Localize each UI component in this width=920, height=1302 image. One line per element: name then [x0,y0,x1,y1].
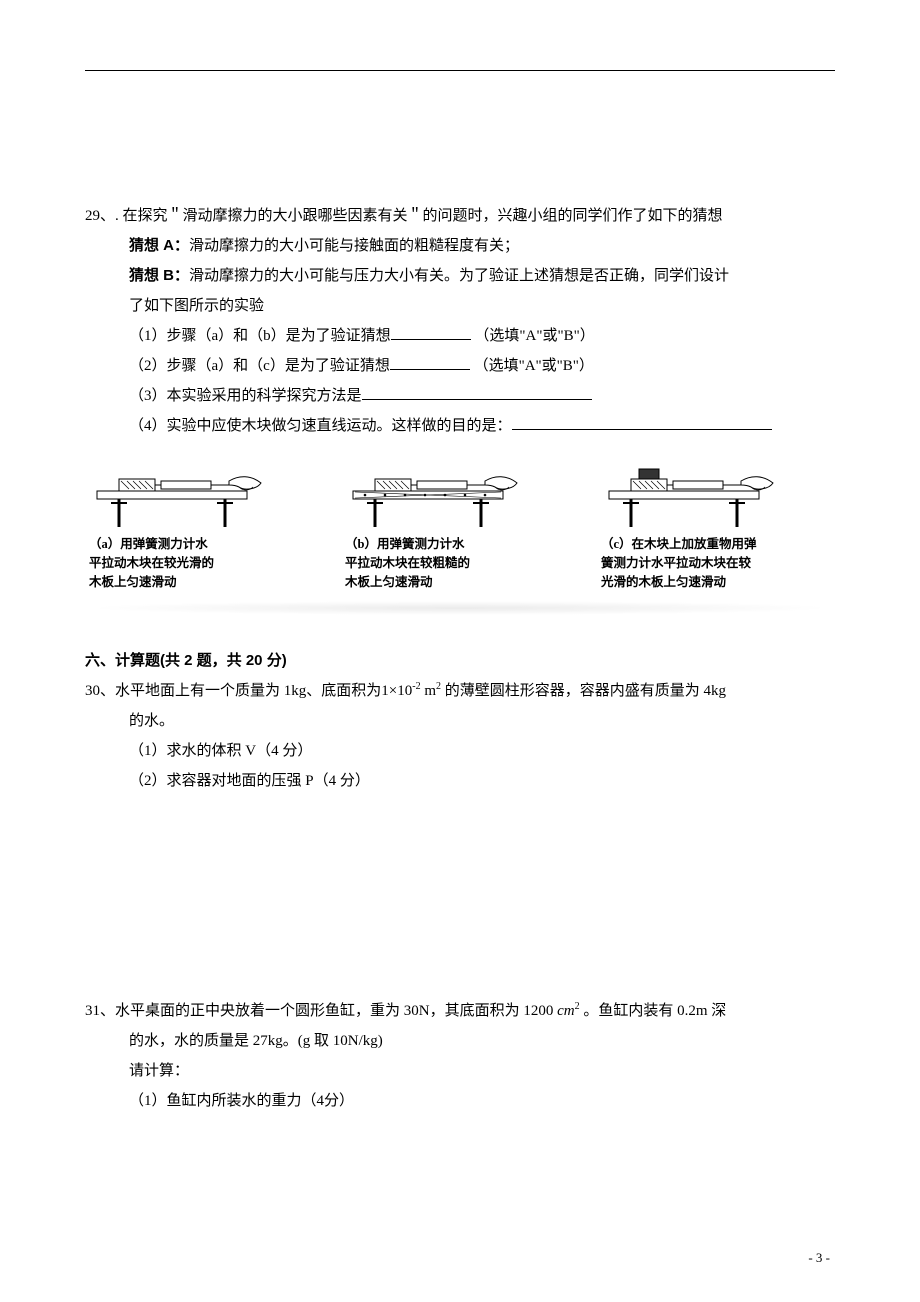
blank-3 [362,384,592,400]
figure-c-caption: （c）在木块上加放重物用弹 簧测力计水平拉动木块在较 光滑的木板上匀速滑动 [601,535,831,591]
q29-item4: （4）实验中应使木块做匀速直线运动。这样做的目的是： [85,411,835,441]
q29-item1-a: （1）步骤（a）和（b）是为了验证猜想 [129,328,391,344]
q31-item1: （1）鱼缸内所装水的重力（4分） [85,1086,835,1116]
q31-line1a: 31、水平桌面的正中央放着一个圆形鱼缸，重为 30N，其底面积为 1200 [85,1003,557,1019]
guess-b-text: 滑动摩擦力的大小可能与压力大小有关。为了验证上述猜想是否正确，同学们设计 [189,268,729,284]
experiment-b-icon [345,461,545,531]
figure-b-caption: （b）用弹簧测力计水 平拉动木块在较粗糙的 木板上匀速滑动 [345,535,555,591]
q31-unit: cm [557,1003,575,1019]
q29-figures: （a）用弹簧测力计水 平拉动木块在较光滑的 木板上匀速滑动 [85,461,835,591]
q29-intro: . 在探究＂滑动摩擦力的大小跟哪些因素有关＂的问题时，兴趣小组的同学们作了如下的… [115,208,723,224]
blank-1 [391,324,471,340]
q30-exp: 1×10 [381,683,412,699]
q29-guess-a: 猜想 A：滑动摩擦力的大小可能与接触面的粗糙程度有关； [85,231,835,261]
experiment-c-icon [601,461,801,531]
figure-shadow [85,601,835,615]
q31-line1: 31、水平桌面的正中央放着一个圆形鱼缸，重为 30N，其底面积为 1200 cm… [85,996,835,1026]
question-31: 31、水平桌面的正中央放着一个圆形鱼缸，重为 30N，其底面积为 1200 cm… [85,996,835,1116]
blank-4 [512,414,772,430]
page-number: - 3 - [808,1250,830,1266]
q30-line1b: 的薄壁圆柱形容器，容器内盛有质量为 4kg [441,683,726,699]
q29-item2-b: （选填"A"或"B"） [474,358,594,374]
q29-intro-line: 29、. 在探究＂滑动摩擦力的大小跟哪些因素有关＂的问题时，兴趣小组的同学们作了… [85,201,835,231]
q30-line1: 30、水平地面上有一个质量为 1kg、底面积为1×10-2 m2 的薄壁圆柱形容… [85,676,835,706]
q30-line1a: 30、水平地面上有一个质量为 1kg、底面积为 [85,683,381,699]
question-30: 30、水平地面上有一个质量为 1kg、底面积为1×10-2 m2 的薄壁圆柱形容… [85,676,835,796]
q29-number: 29、 [85,208,115,224]
q31-line1b: 。鱼缸内装有 0.2m 深 [580,1003,727,1019]
figure-b: （b）用弹簧测力计水 平拉动木块在较粗糙的 木板上匀速滑动 [345,461,555,591]
guess-a-label: 猜想 A： [129,237,189,254]
q31-line2: 的水，水的质量是 27kg。(g 取 10N/kg) [85,1026,835,1056]
top-rule [85,70,835,71]
q29-item2: （2）步骤（a）和（c）是为了验证猜想 （选填"A"或"B"） [85,351,835,381]
q29-item4-text: （4）实验中应使木块做匀速直线运动。这样做的目的是： [129,418,512,434]
blank-2 [390,354,470,370]
experiment-a-icon [89,461,289,531]
section-6-title: 六、计算题(共 2 题，共 20 分) [85,649,835,670]
figure-a-caption: （a）用弹簧测力计水 平拉动木块在较光滑的 木板上匀速滑动 [89,535,299,591]
q29-item3: （3）本实验采用的科学探究方法是 [85,381,835,411]
q29-item1-b: （选填"A"或"B"） [474,328,594,344]
guess-a-text: 滑动摩擦力的大小可能与接触面的粗糙程度有关； [189,238,519,254]
guess-b-label: 猜想 B： [129,267,189,284]
question-29: 29、. 在探究＂滑动摩擦力的大小跟哪些因素有关＂的问题时，兴趣小组的同学们作了… [85,201,835,441]
figure-c: （c）在木块上加放重物用弹 簧测力计水平拉动木块在较 光滑的木板上匀速滑动 [601,461,831,591]
q29-guess-b2: 了如下图所示的实验 [85,291,835,321]
q30-exp-sup: -2 [412,681,420,692]
q30-item1: （1）求水的体积 V（4 分） [85,736,835,766]
q29-guess-b: 猜想 B：滑动摩擦力的大小可能与压力大小有关。为了验证上述猜想是否正确，同学们设… [85,261,835,291]
q29-item1: （1）步骤（a）和（b）是为了验证猜想 （选填"A"或"B"） [85,321,835,351]
page: 29、. 在探究＂滑动摩擦力的大小跟哪些因素有关＂的问题时，兴趣小组的同学们作了… [0,0,920,1302]
q30-item2: （2）求容器对地面的压强 P（4 分） [85,766,835,796]
figure-a: （a）用弹簧测力计水 平拉动木块在较光滑的 木板上匀速滑动 [89,461,299,591]
q30-unit: m [421,683,436,699]
q30-line2: 的水。 [85,706,835,736]
spacer [85,796,835,996]
q29-item2-a: （2）步骤（a）和（c）是为了验证猜想 [129,358,390,374]
q29-item3-text: （3）本实验采用的科学探究方法是 [129,388,362,404]
q31-line3: 请计算： [85,1056,835,1086]
